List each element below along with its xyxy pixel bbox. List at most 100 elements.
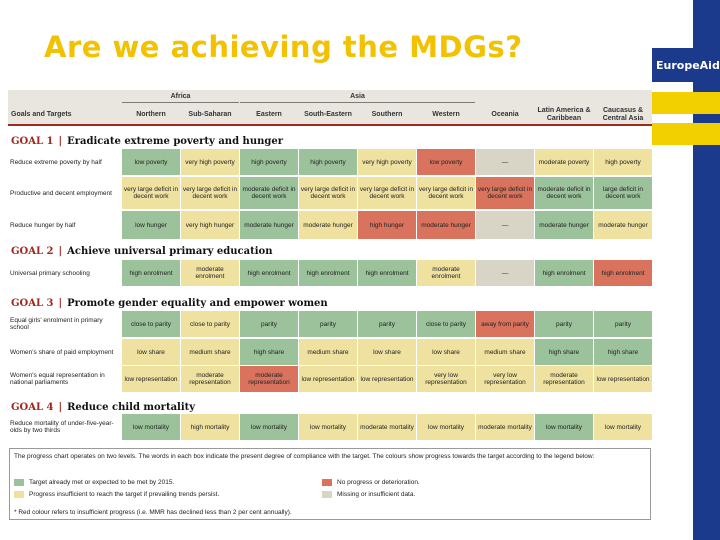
target-label: Equal girls' enrolment in primary school xyxy=(10,317,103,331)
progress-cell: high enrolment xyxy=(240,260,298,286)
progress-cell: moderate hunger xyxy=(299,211,357,239)
progress-cell: moderate poverty xyxy=(535,149,593,175)
column-header: Western xyxy=(432,111,460,118)
goal-title: Achieve universal primary education xyxy=(67,245,273,257)
progress-cell: low share xyxy=(417,339,475,365)
progress-cell: moderate deficit in decent work xyxy=(240,177,298,209)
progress-cell: low mortality xyxy=(594,414,652,440)
progress-cell: close to parity xyxy=(122,311,180,337)
legend-item: Target already met or expected to be met… xyxy=(14,479,174,486)
legend-intro: The progress chart operates on two level… xyxy=(14,453,595,460)
target-label: Women's equal representation in national… xyxy=(10,372,105,386)
group-underline xyxy=(240,102,475,103)
progress-cell: moderate representation xyxy=(240,366,298,392)
column-header: Northern xyxy=(136,111,166,118)
progress-cell: very high poverty xyxy=(181,149,239,175)
goal-title: Reduce child mortality xyxy=(67,401,196,413)
goal-heading: GOAL 2 | Achieve universal primary educati… xyxy=(11,242,272,260)
goal-title: Eradicate extreme poverty and hunger xyxy=(67,135,283,147)
legend-text: Progress insufficient to reach the targe… xyxy=(29,491,220,498)
legend-footnote: * Red colour refers to insufficient prog… xyxy=(14,509,292,516)
progress-cell: low representation xyxy=(594,366,652,392)
legend-swatch-green xyxy=(14,479,24,486)
target-label: Reduce mortality of under-five-year-olds… xyxy=(10,420,114,434)
progress-cell: low hunger xyxy=(122,211,180,239)
progress-cell: parity xyxy=(240,311,298,337)
progress-cell: moderate representation xyxy=(181,366,239,392)
progress-cell: parity xyxy=(358,311,416,337)
progress-cell: very large deficit in decent work xyxy=(122,177,180,209)
column-header: Eastern xyxy=(256,111,282,118)
progress-cell: parity xyxy=(535,311,593,337)
progress-cell: moderate deficit in decent work xyxy=(535,177,593,209)
progress-cell: low poverty xyxy=(122,149,180,175)
progress-cell: high enrolment xyxy=(358,260,416,286)
target-label: Universal primary schooling xyxy=(10,269,90,277)
progress-cell: moderate hunger xyxy=(417,211,475,239)
legend-item: Missing or insufficient data. xyxy=(322,491,415,498)
progress-cell: low representation xyxy=(358,366,416,392)
goal-separator: | xyxy=(58,135,63,147)
column-header: South-Eastern xyxy=(304,111,352,118)
progress-cell: moderate enrolment xyxy=(417,260,475,286)
side-stripe xyxy=(693,0,720,540)
legend-box: The progress chart operates on two level… xyxy=(9,448,651,520)
column-header: Oceania xyxy=(491,111,519,118)
goal-heading: GOAL 4 | Reduce child mortality xyxy=(11,398,195,416)
progress-cell: parity xyxy=(299,311,357,337)
goal-title: Promote gender equality and empower wome… xyxy=(67,297,328,309)
progress-cell: parity xyxy=(594,311,652,337)
side-accent-block xyxy=(652,123,720,145)
progress-cell: high share xyxy=(535,339,593,365)
legend-swatch-yellow xyxy=(14,491,24,498)
goal-separator: | xyxy=(58,245,63,257)
progress-cell: high poverty xyxy=(240,149,298,175)
progress-cell: close to parity xyxy=(181,311,239,337)
mdg-progress-chart: Goals and Targets Africa Asia The progre… xyxy=(8,90,652,522)
progress-cell: high enrolment xyxy=(594,260,652,286)
progress-cell: high poverty xyxy=(594,149,652,175)
group-header-asia: Asia xyxy=(350,92,365,100)
progress-cell: low representation xyxy=(122,366,180,392)
progress-cell: very low representation xyxy=(476,366,534,392)
progress-cell: low representation xyxy=(299,366,357,392)
column-header: Caucasus & Central Asia xyxy=(602,107,644,122)
progress-cell: very low representation xyxy=(417,366,475,392)
progress-cell: low mortality xyxy=(240,414,298,440)
progress-cell: moderate mortality xyxy=(358,414,416,440)
goal-number: GOAL 1 xyxy=(11,135,54,147)
legend-text: Target already met or expected to be met… xyxy=(29,479,175,486)
progress-cell: low mortality xyxy=(299,414,357,440)
progress-cell: high hunger xyxy=(358,211,416,239)
legend-text: No progress or deterioration. xyxy=(337,479,420,486)
progress-cell: moderate hunger xyxy=(240,211,298,239)
group-underline xyxy=(122,102,239,103)
progress-cell: medium share xyxy=(181,339,239,365)
target-label: Reduce hunger by half xyxy=(10,221,76,229)
legend-text: Missing or insufficient data. xyxy=(337,491,416,498)
progress-cell: very large deficit in decent work xyxy=(417,177,475,209)
progress-cell: high enrolment xyxy=(535,260,593,286)
legend-item: No progress or deterioration. xyxy=(322,479,420,486)
progress-cell: — xyxy=(476,211,534,239)
progress-cell: large deficit in decent work xyxy=(594,177,652,209)
progress-cell: moderate mortality xyxy=(476,414,534,440)
legend-item: Progress insufficient to reach the targe… xyxy=(14,491,219,498)
target-label: Productive and decent employment xyxy=(10,189,112,197)
corner-header: Goals and Targets xyxy=(11,111,72,118)
progress-cell: low share xyxy=(122,339,180,365)
brand-logo: EuropeAid xyxy=(652,48,720,82)
group-header-africa: Africa xyxy=(170,92,191,100)
header-band xyxy=(8,90,652,104)
progress-cell: high share xyxy=(240,339,298,365)
progress-cell: moderate representation xyxy=(535,366,593,392)
progress-cell: low poverty xyxy=(417,149,475,175)
progress-cell: high mortality xyxy=(181,414,239,440)
goal-separator: | xyxy=(58,297,63,309)
side-accent-block xyxy=(652,92,720,114)
goal-number: GOAL 2 xyxy=(11,245,54,257)
progress-cell: moderate hunger xyxy=(535,211,593,239)
target-label: Reduce extreme poverty by half xyxy=(10,158,102,166)
progress-cell: high enrolment xyxy=(122,260,180,286)
goal-separator: | xyxy=(58,401,63,413)
